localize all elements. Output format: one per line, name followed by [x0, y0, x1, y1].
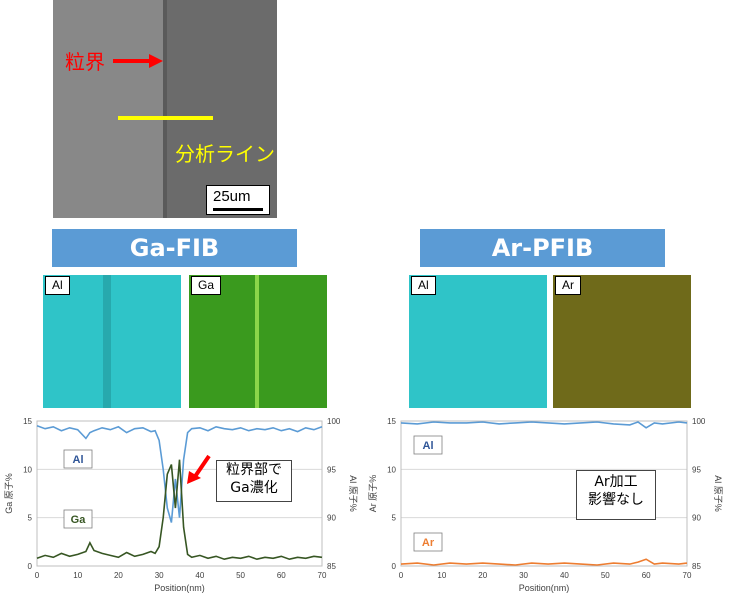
ar-chart-series-ar-label: Ar	[413, 532, 443, 552]
ar-chart-series-ar-line	[400, 558, 688, 566]
ga-chart-series-ga-line	[36, 459, 323, 561]
ga-fib-ga-map: Ga	[189, 275, 327, 408]
grain-boundary-line	[163, 0, 167, 218]
ar-chart-x-tick-label: 50	[601, 571, 610, 580]
scale-bar-label: 25um	[213, 188, 251, 205]
ga-chart-y-axis-label: Ga 原子%	[4, 473, 14, 514]
ga-fib-banner: Ga-FIB	[52, 229, 297, 267]
ga-chart-y2-tick-label: 90	[327, 514, 336, 523]
ga-chart-series-ga-label: Ga	[63, 509, 93, 529]
scale-bar-box: 25um	[206, 185, 270, 215]
ga-chart-y2-tick-label: 85	[327, 562, 336, 571]
ga-fib-al-map-label: Al	[45, 276, 70, 295]
ga-chart-y-tick-label: 0	[28, 562, 33, 571]
ga-chart-y-tick-label: 5	[28, 514, 33, 523]
ga-fib-annotation-line1: 粒界部で	[226, 462, 282, 478]
ga-chart-y2-tick-label: 100	[327, 417, 341, 426]
ar-chart-y2-tick-label: 85	[692, 562, 701, 571]
ar-chart-y-tick-label: 0	[392, 562, 397, 571]
analysis-line-label: 分析ライン	[175, 142, 275, 166]
ar-chart-x-tick-label: 10	[437, 571, 446, 580]
ar-chart-y2-tick-label: 95	[692, 465, 701, 474]
ar-pfib-annotation-line1: Ar加工	[594, 474, 638, 490]
ar-pfib-annotation: Ar加工 影響なし	[576, 470, 656, 520]
ar-chart-y-tick-label: 10	[387, 465, 396, 474]
ga-chart-x-axis-label: Position(nm)	[154, 583, 205, 593]
ar-pfib-ar-map-label: Ar	[555, 276, 581, 295]
ar-pfib-banner: Ar-PFIB	[420, 229, 665, 267]
ar-chart-y-tick-label: 5	[392, 514, 397, 523]
ga-chart-y-tick-label: 15	[23, 417, 32, 426]
ar-chart-x-tick-label: 30	[519, 571, 528, 580]
ga-chart-x-tick-label: 50	[236, 571, 245, 580]
ga-fib-ga-map-label: Ga	[191, 276, 222, 295]
ga-fib-al-map: Al	[43, 275, 181, 408]
ar-chart-x-axis-label: Position(nm)	[519, 583, 570, 593]
svg-text:Al: Al	[73, 454, 84, 466]
ga-chart-x-tick-label: 30	[155, 571, 164, 580]
ar-pfib-annotation-line2: 影響なし	[588, 492, 644, 508]
ar-chart-plot-frame	[400, 420, 688, 567]
ar-chart-series-al-line	[400, 421, 688, 429]
ar-chart-x-tick-label: 70	[683, 571, 692, 580]
svg-text:Ar: Ar	[422, 537, 435, 549]
ga-fib-annotation: 粒界部で Ga濃化	[216, 460, 292, 502]
ar-chart-y2-tick-label: 90	[692, 514, 701, 523]
ga-chart-x-tick-label: 40	[195, 571, 204, 580]
ar-chart-x-tick-label: 20	[478, 571, 487, 580]
grain-boundary-label: 粒界	[65, 50, 105, 74]
ar-chart-series-al-label: Al	[413, 435, 443, 455]
ar-chart-x-tick-label: 60	[642, 571, 651, 580]
grain-left	[53, 0, 165, 218]
ar-chart-x-tick-label: 40	[560, 571, 569, 580]
ga-chart-y2-tick-label: 95	[327, 465, 336, 474]
scale-bar	[213, 208, 263, 211]
ga-chart-x-tick-label: 20	[114, 571, 123, 580]
ga-chart-x-tick-label: 60	[277, 571, 286, 580]
analysis-line	[118, 116, 213, 120]
ga-chart-y-tick-label: 10	[23, 465, 32, 474]
ar-pfib-al-map-label: Al	[411, 276, 436, 295]
ar-chart-y-axis-label: Ar 原子%	[368, 475, 378, 513]
ga-chart-x-tick-label: 70	[318, 571, 327, 580]
ar-chart-x-tick-label: 0	[399, 571, 404, 580]
ga-fib-al-map-boundary	[103, 275, 111, 408]
grain-boundary-arrow	[113, 54, 163, 68]
grain-right	[165, 0, 277, 218]
svg-text:Ga: Ga	[71, 514, 87, 526]
ga-chart-series-al-line	[36, 425, 323, 523]
ar-pfib-line-chart: 0 10 20 30 40 50 60 70 0 5 10 15 85 90 95 100 Position(n…	[368, 417, 723, 593]
ga-chart-x-tick-label: 10	[73, 571, 82, 580]
ga-chart-series-al-label: Al	[63, 449, 93, 469]
ga-fib-ga-map-enrichment	[255, 275, 259, 408]
ga-enrichment-arrow	[187, 454, 211, 484]
ar-chart-y-tick-label: 15	[387, 417, 396, 426]
ar-pfib-ar-map: Ar	[553, 275, 691, 408]
ar-chart-y2-axis-label: Al 原子%	[713, 475, 723, 512]
sem-image: 粒界 分析ライン 25um	[53, 0, 277, 218]
svg-text:Al: Al	[423, 440, 434, 452]
ga-chart-x-tick-label: 0	[35, 571, 40, 580]
ga-chart-plot-frame	[36, 420, 323, 567]
ga-chart-y2-axis-label: Al 原子%	[348, 475, 358, 512]
ar-chart-y2-tick-label: 100	[692, 417, 706, 426]
ar-pfib-al-map: Al	[409, 275, 547, 408]
ga-fib-line-chart: 0 10 20 30 40 50 60 70 0 5 10 15 85 90 95 100 Position(n…	[4, 417, 358, 593]
ga-fib-annotation-line2: Ga濃化	[230, 480, 278, 496]
